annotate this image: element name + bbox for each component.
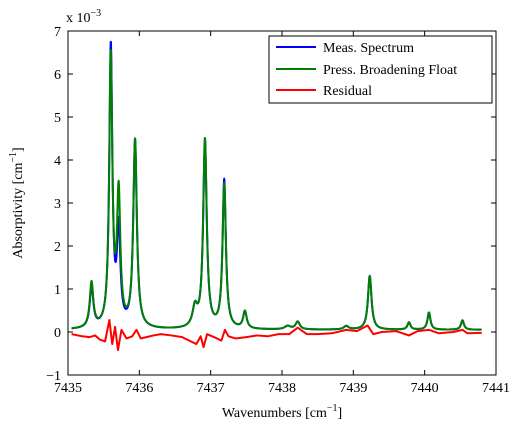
x-tick-label: 7436 xyxy=(125,381,153,396)
x-tick-label: 7441 xyxy=(482,381,510,396)
series-line-2 xyxy=(71,318,482,352)
series-lines xyxy=(70,40,483,352)
x-tick-labels: 7435 7436 7437 7438 7439 7440 7441 xyxy=(54,381,510,396)
legend-label-fit: Press. Broadening Float xyxy=(323,63,457,78)
x-tick-label: 7437 xyxy=(197,381,225,396)
y-tick-label: 6 xyxy=(54,68,61,83)
legend: Meas. Spectrum Press. Broadening Float R… xyxy=(268,35,493,104)
y-multiplier: x 10−3 xyxy=(66,8,101,26)
y-tick-label: 7 xyxy=(54,25,61,40)
x-tick-label: 7440 xyxy=(411,381,439,396)
x-tick-label: 7438 xyxy=(268,381,296,396)
y-tick-label: 0 xyxy=(54,326,61,341)
y-tick-label: −1 xyxy=(46,369,61,384)
y-axis-label: Absorptivity [cm−1] xyxy=(8,147,26,258)
series-line-1 xyxy=(70,49,483,331)
y-tick-label: 3 xyxy=(54,197,61,212)
x-axis-label: Wavenumbers [cm−1] xyxy=(222,403,342,421)
x-tick-label: 7435 xyxy=(54,381,82,396)
y-tick-label: 1 xyxy=(54,283,61,298)
y-tick-label: 2 xyxy=(54,240,61,255)
legend-label-meas: Meas. Spectrum xyxy=(323,41,414,56)
y-tick-label: 4 xyxy=(54,154,61,169)
y-tick-label: 5 xyxy=(54,111,61,126)
x-tick-label: 7439 xyxy=(339,381,367,396)
legend-label-residual: Residual xyxy=(323,84,372,99)
tick-marks xyxy=(67,30,497,376)
y-tick-labels: −1 0 1 2 3 4 5 6 7 xyxy=(46,25,61,384)
